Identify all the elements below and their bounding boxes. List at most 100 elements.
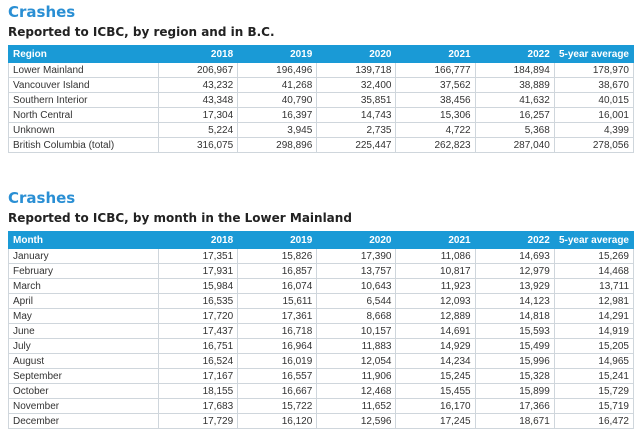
table-cell: 15,719 — [553, 398, 635, 414]
month-table-subtitle: Reported to ICBC, by month in the Lower … — [8, 211, 352, 225]
table-cell: 15,996 — [474, 353, 555, 369]
column-header: 2019 — [237, 231, 318, 249]
row-label: March — [8, 278, 159, 294]
table-cell: 43,232 — [157, 77, 239, 93]
table-cell: 16,472 — [553, 413, 635, 429]
table-cell: 13,929 — [474, 278, 555, 294]
table-cell: 15,205 — [553, 338, 635, 354]
table-cell: 3,945 — [237, 122, 318, 138]
table-cell: 14,291 — [553, 308, 635, 324]
table-cell: 17,437 — [157, 323, 239, 339]
table-cell: 16,857 — [237, 263, 318, 279]
table-cell: 15,245 — [395, 368, 476, 384]
row-label: June — [8, 323, 159, 339]
table-cell: 40,015 — [553, 92, 635, 108]
month-section: Crashes Reported to ICBC, by month in th… — [8, 186, 638, 429]
table-cell: 16,074 — [237, 278, 318, 294]
column-header: 2019 — [237, 45, 318, 63]
table-cell: 12,054 — [316, 353, 397, 369]
table-cell: 15,241 — [553, 368, 635, 384]
table-cell: 18,671 — [474, 413, 555, 429]
month-table-header-row: Month 2018 2019 2020 2021 2022 5-year av… — [8, 231, 635, 249]
row-label: November — [8, 398, 159, 414]
column-header: 5-year average — [553, 231, 635, 249]
row-label: Lower Mainland — [8, 62, 159, 78]
table-row: December 17,729 16,120 12,596 17,245 18,671 16… — [8, 413, 635, 429]
table-row: February 17,931 16,857 13,757 10,817 12,979 14… — [8, 263, 635, 279]
table-cell: 11,086 — [395, 248, 476, 264]
table-cell: 16,718 — [237, 323, 318, 339]
table-cell: 196,496 — [237, 62, 318, 78]
table-cell: 4,399 — [553, 122, 635, 138]
column-header: 2020 — [316, 45, 397, 63]
row-label: February — [8, 263, 159, 279]
column-header: 2020 — [316, 231, 397, 249]
table-cell: 17,361 — [237, 308, 318, 324]
table-cell: 298,896 — [237, 137, 318, 153]
table-cell: 15,455 — [395, 383, 476, 399]
table-cell: 16,751 — [157, 338, 239, 354]
row-label: October — [8, 383, 159, 399]
table-row: Southern Interior 43,348 40,790 35,851 38,45… — [8, 92, 635, 108]
table-cell: 15,306 — [395, 107, 476, 123]
table-cell: 14,929 — [395, 338, 476, 354]
region-table-header-row: Region 2018 2019 2020 2021 2022 5-year a… — [8, 45, 635, 63]
month-table: Month 2018 2019 2020 2021 2022 5-year av… — [8, 231, 635, 429]
table-row: October 18,155 16,667 12,468 15,455 15,899 15,… — [8, 383, 635, 399]
table-cell: 10,157 — [316, 323, 397, 339]
row-label: Southern Interior — [8, 92, 159, 108]
row-label: January — [8, 248, 159, 264]
table-cell: 15,269 — [553, 248, 635, 264]
table-cell: 184,894 — [474, 62, 555, 78]
table-cell: 18,155 — [157, 383, 239, 399]
table-cell: 35,851 — [316, 92, 397, 108]
table-cell: 12,093 — [395, 293, 476, 309]
table-cell: 12,468 — [316, 383, 397, 399]
table-cell: 14,919 — [553, 323, 635, 339]
table-row: January 17,351 15,826 17,390 11,086 14,693 15,… — [8, 248, 635, 264]
table-cell: 16,170 — [395, 398, 476, 414]
table-cell: 15,826 — [237, 248, 318, 264]
row-label: British Columbia (total) — [8, 137, 159, 153]
table-cell: 14,965 — [553, 353, 635, 369]
table-cell: 287,040 — [474, 137, 555, 153]
table-cell: 15,984 — [157, 278, 239, 294]
table-cell: 17,167 — [157, 368, 239, 384]
table-cell: 12,981 — [553, 293, 635, 309]
table-cell: 15,593 — [474, 323, 555, 339]
table-cell: 17,245 — [395, 413, 476, 429]
table-row: June 17,437 16,718 10,157 14,691 15,593 14,919 — [8, 323, 635, 339]
row-label: May — [8, 308, 159, 324]
region-table: Region 2018 2019 2020 2021 2022 5-year a… — [8, 45, 635, 153]
table-cell: 4,722 — [395, 122, 476, 138]
table-cell: 11,652 — [316, 398, 397, 414]
table-cell: 40,790 — [237, 92, 318, 108]
table-cell: 16,019 — [237, 353, 318, 369]
table-cell: 11,906 — [316, 368, 397, 384]
table-cell: 16,535 — [157, 293, 239, 309]
column-header: 2021 — [395, 45, 476, 63]
table-cell: 14,691 — [395, 323, 476, 339]
row-label: North Central — [8, 107, 159, 123]
column-header: 2022 — [474, 45, 555, 63]
table-cell: 32,400 — [316, 77, 397, 93]
table-cell: 17,351 — [157, 248, 239, 264]
table-cell: 41,268 — [237, 77, 318, 93]
table-cell: 10,817 — [395, 263, 476, 279]
row-label: Vancouver Island — [8, 77, 159, 93]
table-cell: 15,328 — [474, 368, 555, 384]
column-header: Month — [8, 231, 159, 249]
table-cell: 6,544 — [316, 293, 397, 309]
table-cell: 17,729 — [157, 413, 239, 429]
table-cell: 17,683 — [157, 398, 239, 414]
table-cell: 12,889 — [395, 308, 476, 324]
table-row: July 16,751 16,964 11,883 14,929 15,499 15,205 — [8, 338, 635, 354]
table-row: May 17,720 17,361 8,668 12,889 14,818 14,291 — [8, 308, 635, 324]
table-row: Vancouver Island 43,232 41,268 32,400 37,562… — [8, 77, 635, 93]
table-cell: 16,557 — [237, 368, 318, 384]
table-cell: 11,883 — [316, 338, 397, 354]
region-table-title: Crashes — [8, 3, 76, 21]
table-cell: 178,970 — [553, 62, 635, 78]
column-header: 2022 — [474, 231, 555, 249]
table-cell: 2,735 — [316, 122, 397, 138]
